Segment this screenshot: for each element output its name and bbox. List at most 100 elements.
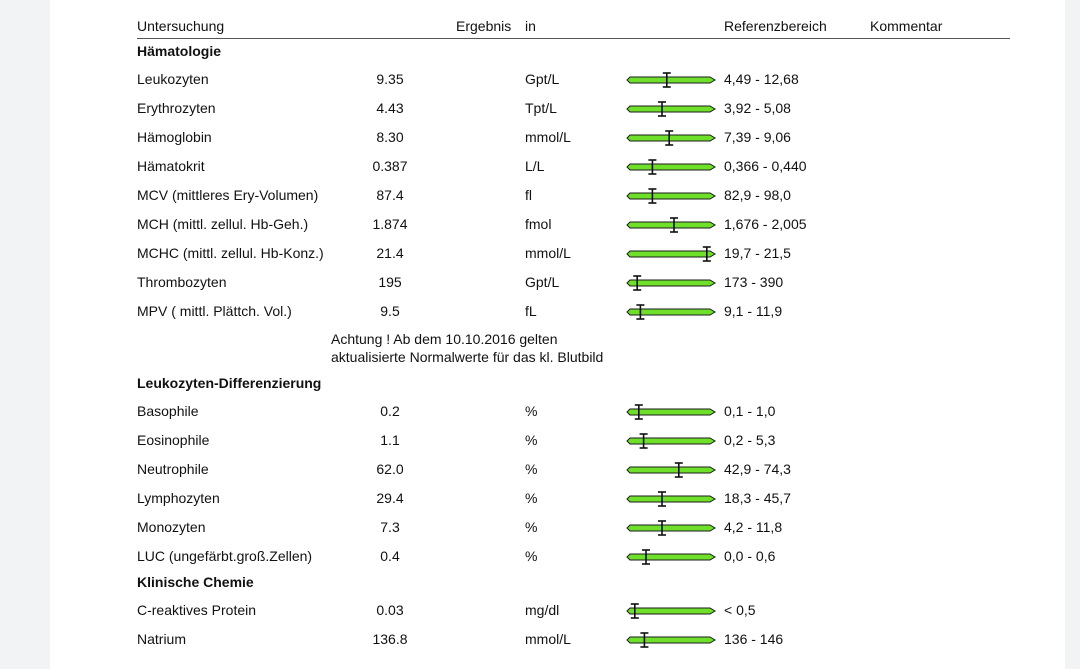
row-value: 1.1 — [380, 432, 400, 448]
row-unit: Tpt/L — [525, 100, 557, 116]
value-marker — [674, 462, 683, 478]
value-marker — [642, 549, 650, 565]
row-name: Hämatokrit — [137, 158, 205, 174]
reference-range-bar — [626, 404, 716, 420]
range-bar-shape — [626, 134, 716, 142]
range-bar-shape — [626, 221, 716, 229]
value-marker — [648, 159, 657, 175]
row-ref: 82,9 - 98,0 — [724, 187, 791, 203]
value-marker — [665, 130, 674, 146]
row-name: Hämoglobin — [137, 129, 212, 145]
row-ref: 0,366 - 0,440 — [724, 158, 807, 174]
row-value: 8.30 — [376, 129, 404, 145]
range-bar-shape — [626, 495, 716, 503]
table-row: Leukozyten 9.35 Gpt/L 4,49 - 12,68 — [0, 71, 1015, 91]
row-value: 29.4 — [376, 490, 404, 506]
reference-range-bar — [626, 130, 716, 146]
header-divider — [137, 38, 1010, 39]
row-name: Leukozyten — [137, 71, 209, 87]
table-row: Eosinophile 1.1% 0,2 - 5,3 — [0, 432, 1015, 452]
table-row: Natrium 136.8 mmol/L 136 - 146 — [0, 631, 1015, 651]
row-unit: mmol/L — [525, 129, 571, 145]
value-marker — [636, 304, 645, 320]
range-bar-shape — [626, 308, 716, 316]
reference-change-note: Achtung ! Ab dem 10.10.2016 gelten aktua… — [331, 330, 603, 366]
reference-range-bar — [626, 72, 716, 88]
row-unit: % — [525, 461, 538, 477]
range-bar-shape — [626, 553, 716, 561]
row-unit: Gpt/L — [525, 71, 560, 87]
row-unit: L/L — [525, 158, 545, 174]
range-bar-shape — [626, 163, 716, 171]
row-unit: % — [525, 548, 538, 564]
row-name: Erythrozyten — [137, 100, 216, 116]
reference-range-bar — [626, 520, 716, 536]
value-marker — [658, 520, 666, 536]
row-ref: 0,1 - 1,0 — [724, 403, 776, 419]
row-name: MPV ( mittl. Plättch. Vol.) — [137, 303, 292, 319]
row-unit: % — [525, 490, 538, 506]
row-value: 195 — [378, 274, 402, 290]
range-bar-shape — [626, 279, 716, 287]
reference-range-bar — [626, 101, 716, 117]
table-row: Hämatokrit 0.387 L/L 0,366 - 0,440 — [0, 158, 1015, 178]
reference-range-bar — [626, 603, 716, 619]
range-bar-shape — [626, 636, 716, 644]
table-row: MCH (mittl. zellul. Hb-Geh.) 1.874 fmol 1,6… — [0, 216, 1015, 236]
row-ref: 9,1 - 11,9 — [724, 303, 783, 319]
row-ref: 42,9 - 74,3 — [724, 461, 791, 477]
value-marker — [662, 72, 671, 88]
value-marker — [702, 246, 711, 262]
row-name: Basophile — [137, 403, 199, 419]
row-unit: fmol — [525, 216, 552, 232]
table-row: C-reaktives Protein 0.03 mg/dl < 0,5 — [0, 602, 1015, 622]
row-name: Natrium — [137, 631, 187, 647]
row-value: 9.5 — [380, 303, 400, 319]
table-row: Erythrozyten 4.43 Tpt/L 3,92 - 5,08 — [0, 100, 1015, 120]
row-value: 0.387 — [372, 158, 408, 174]
row-name: LUC (ungefärbt.groß.Zellen) — [137, 548, 313, 564]
row-unit: % — [525, 403, 538, 419]
value-marker — [648, 188, 657, 204]
row-unit: fl — [525, 187, 532, 203]
row-ref: 4,49 - 12,68 — [724, 71, 799, 87]
row-value: 4.43 — [376, 100, 404, 116]
row-value: 0.2 — [380, 403, 400, 419]
table-row: Neutrophile 62.0% 42,9 - 74,3 — [0, 461, 1015, 481]
row-unit: % — [525, 519, 538, 535]
header-comment: Kommentar — [870, 18, 943, 34]
value-marker — [633, 275, 642, 291]
table-row: LUC (ungefärbt.groß.Zellen) 0.4% 0,0 - 0,6 — [0, 548, 1015, 568]
value-marker — [630, 603, 639, 619]
row-name: Thrombozyten — [137, 274, 227, 290]
reference-range-bar — [626, 217, 716, 233]
table-row: Lymphozyten 29.4% 18,3 - 45,7 — [0, 490, 1015, 510]
reference-range-bar — [626, 188, 716, 204]
reference-range-bar — [626, 632, 716, 648]
row-ref: 7,39 - 9,06 — [724, 129, 791, 145]
row-ref: 3,92 - 5,08 — [724, 100, 791, 116]
row-value: 0.03 — [376, 602, 404, 618]
header-test: Untersuchung — [137, 18, 225, 34]
row-name: MCV (mittleres Ery-Volumen) — [137, 187, 319, 203]
row-name: Eosinophile — [137, 432, 210, 448]
range-bar-shape — [626, 437, 716, 445]
table-row: Basophile 0.2% 0,1 - 1,0 — [0, 403, 1015, 423]
range-bar-shape — [626, 250, 716, 258]
table-row: MCHC (mittl. zellul. Hb-Konz.) 21.4 mmol/L… — [0, 245, 1015, 265]
row-value: 1.874 — [372, 216, 408, 232]
header-unit: in — [525, 18, 536, 34]
range-bar-shape — [626, 105, 716, 113]
value-marker — [658, 101, 666, 117]
range-bar-shape — [626, 76, 716, 84]
reference-range-bar — [626, 159, 716, 175]
row-name: C-reaktives Protein — [137, 602, 257, 618]
table-row: MPV ( mittl. Plättch. Vol.) 9.5 fL 9,1 - 11… — [0, 303, 1015, 323]
section-chemistry: Klinische Chemie — [137, 574, 254, 590]
row-ref: 4,2 - 11,8 — [724, 519, 783, 535]
range-bar-shape — [626, 192, 716, 200]
table-row: Thrombozyten 195 Gpt/L 173 - 390 — [0, 274, 1015, 294]
row-value: 136.8 — [372, 631, 408, 647]
reference-range-bar — [626, 433, 716, 449]
value-marker — [658, 491, 666, 507]
